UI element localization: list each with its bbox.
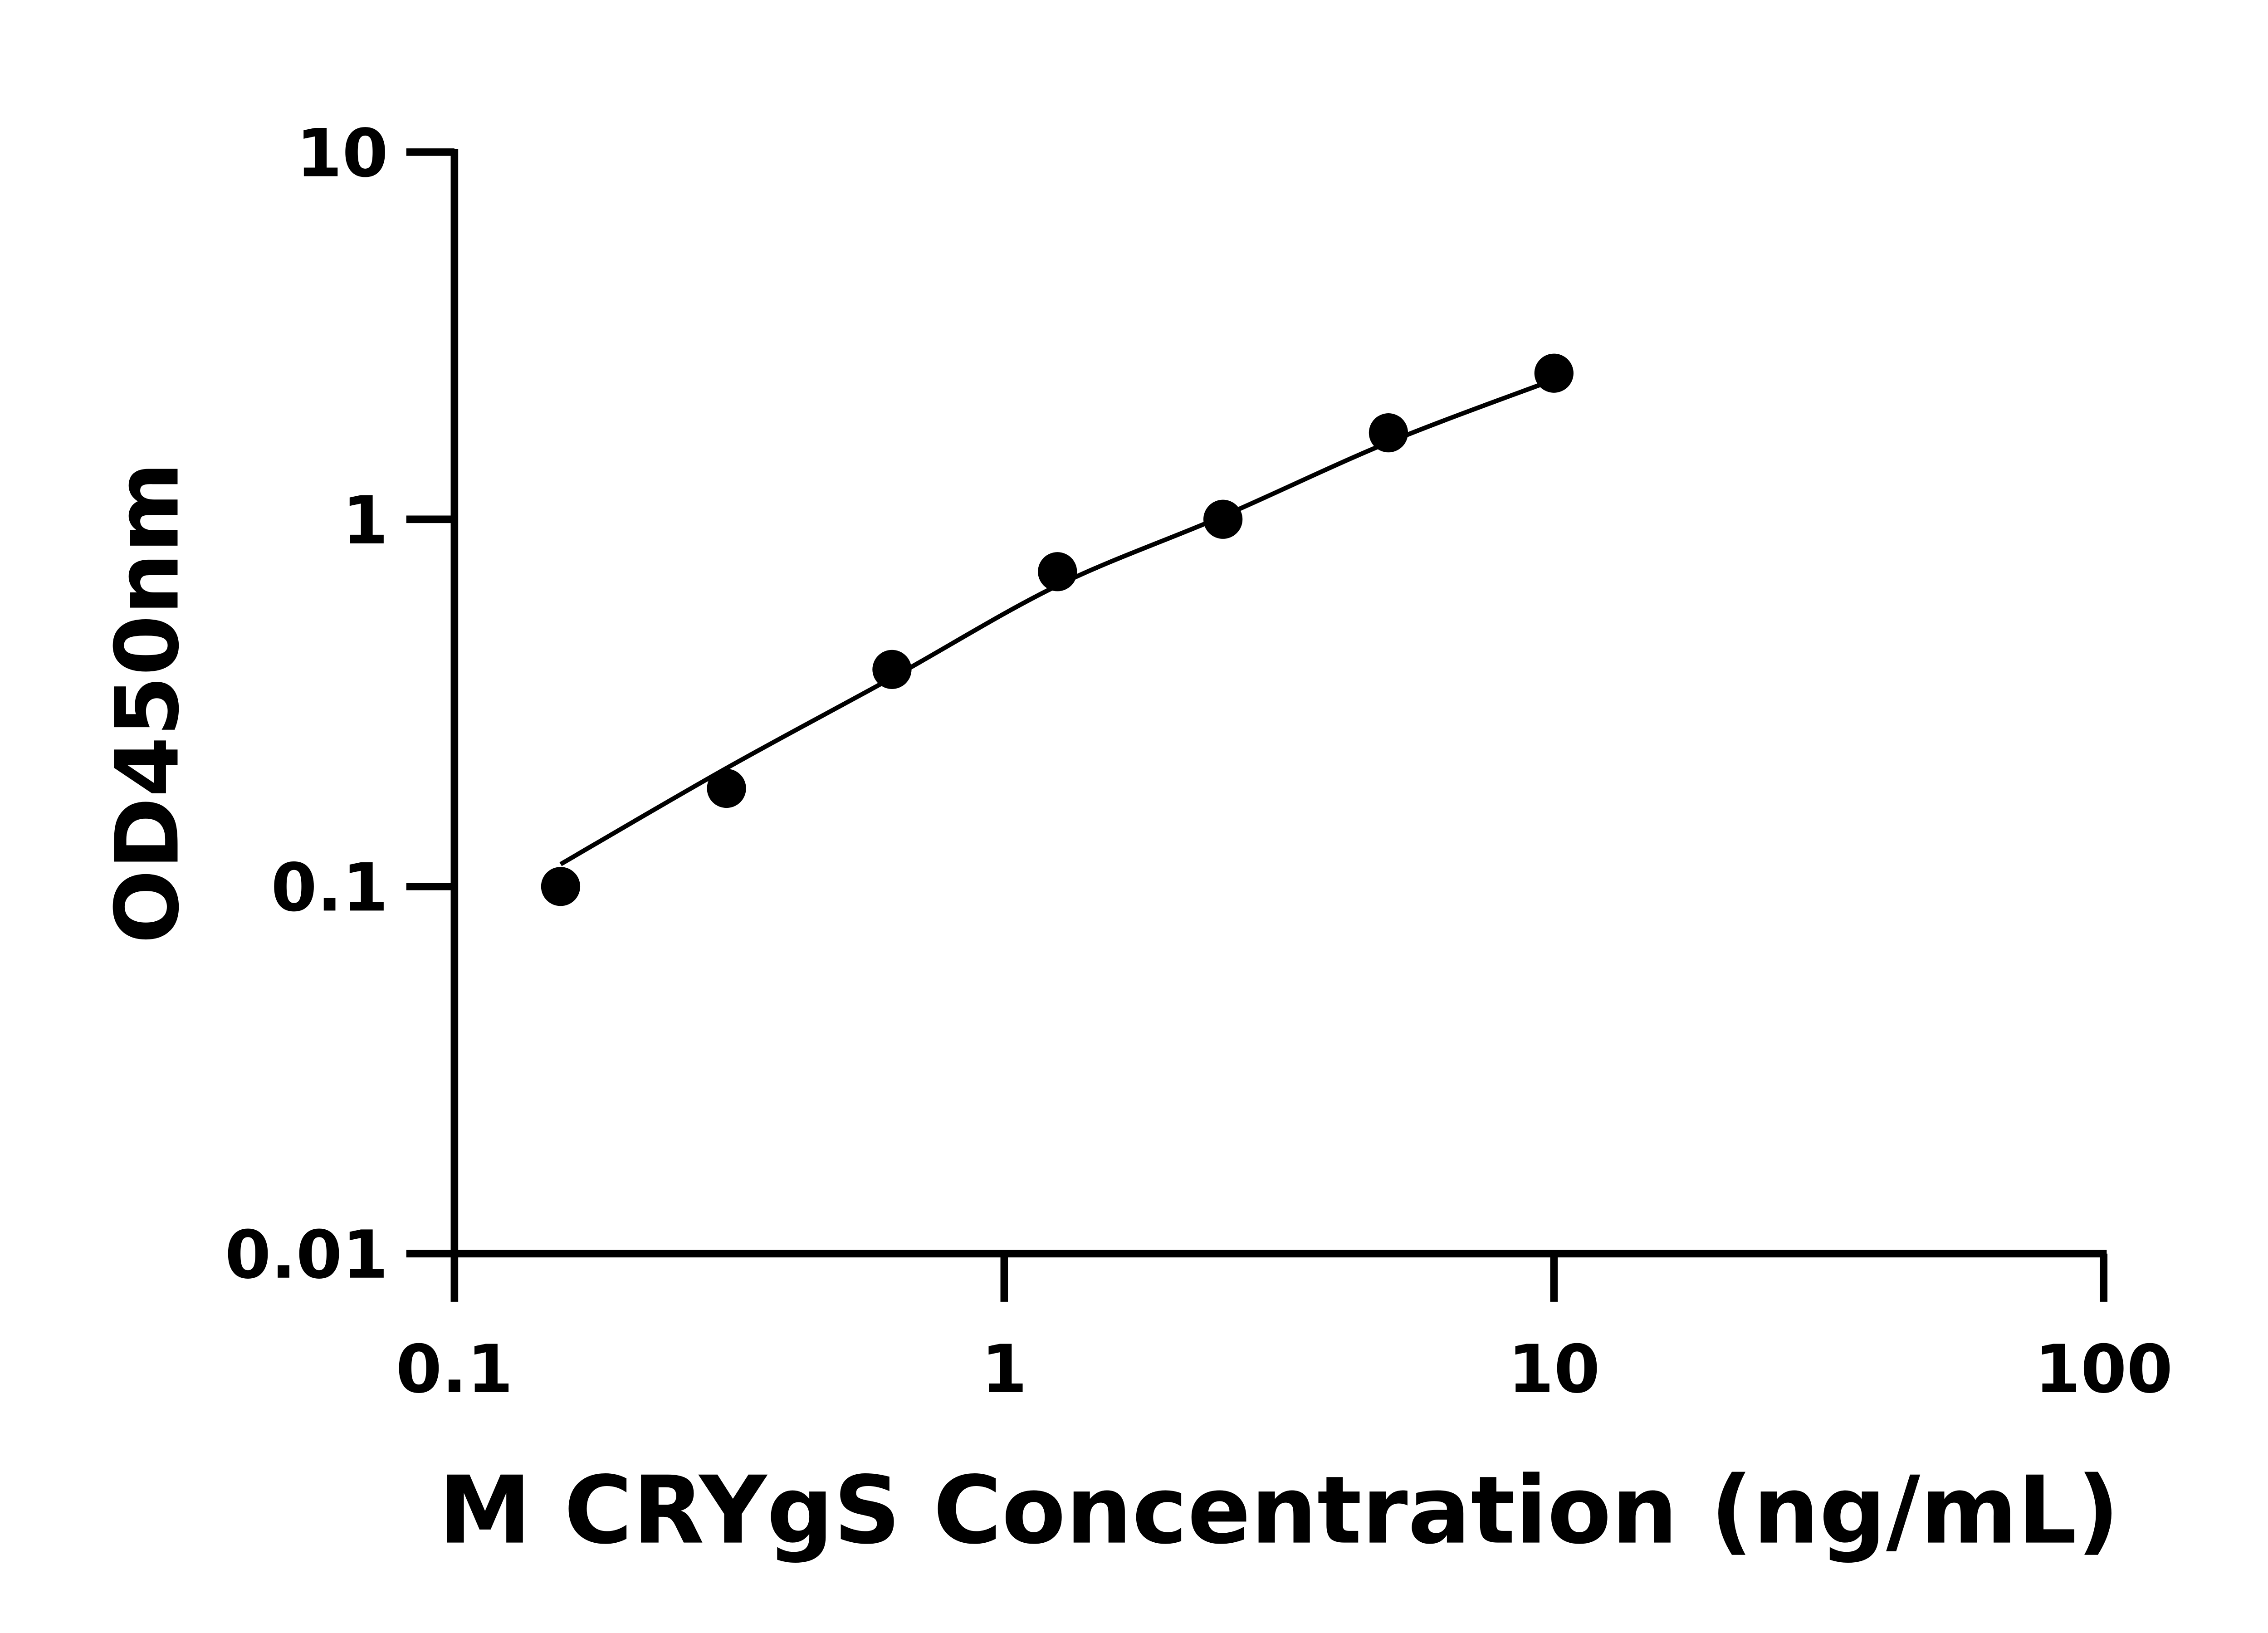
data-point bbox=[1203, 499, 1243, 539]
y-tick-label: 1 bbox=[342, 483, 388, 559]
y-tick-label: 10 bbox=[296, 115, 388, 192]
y-tick-label: 0.01 bbox=[225, 1217, 388, 1294]
data-point bbox=[541, 867, 581, 906]
x-tick-label: 10 bbox=[1508, 1331, 1600, 1408]
y-axis-label: OD450nm bbox=[97, 462, 198, 944]
x-tick-label: 0.1 bbox=[396, 1331, 513, 1408]
x-tick-label: 1 bbox=[981, 1331, 1027, 1408]
axes bbox=[406, 148, 2108, 1302]
x-axis-label: M CRYgS Concentration (ng/mL) bbox=[439, 1456, 2120, 1565]
x-tick-label: 100 bbox=[2034, 1331, 2173, 1408]
data-point bbox=[1534, 353, 1574, 393]
y-tick-label: 0.1 bbox=[271, 850, 388, 926]
data-point bbox=[1369, 413, 1408, 453]
data-points bbox=[541, 353, 1574, 906]
data-point bbox=[872, 650, 912, 689]
data-point bbox=[707, 768, 746, 808]
data-point bbox=[1038, 552, 1077, 592]
